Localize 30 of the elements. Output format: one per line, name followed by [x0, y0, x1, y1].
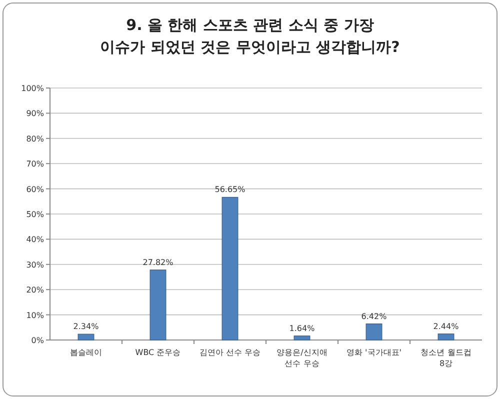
y-tick-label: 30% [26, 260, 44, 270]
y-tick-label: 80% [26, 134, 44, 144]
y-tick-label: 70% [26, 160, 44, 169]
bar [294, 336, 310, 340]
x-tick-label: 영화 '국가대표' [346, 348, 402, 357]
y-tick-label: 40% [26, 235, 44, 244]
bar [366, 324, 382, 340]
x-tick-label: WBC 준우승 [135, 348, 181, 357]
x-tick-label: 양용은/신지애 선수 우승 [276, 348, 328, 368]
y-tick-label: 10% [26, 310, 44, 320]
data-label: 6.42% [361, 312, 388, 321]
y-tick-label: 100% [21, 84, 44, 93]
y-tick-label: 20% [26, 286, 44, 295]
bar [222, 196, 238, 340]
chart-title: 9. 올 한해 스포츠 관련 소식 중 가장 이슈가 되었던 것은 무엇이라고 생각합니까? [100, 16, 400, 56]
bar [438, 334, 454, 340]
x-tick-label: 청소년 월드컵 8강 [420, 348, 472, 368]
data-label: 56.65% [214, 185, 246, 194]
y-tick-label: 50% [26, 210, 44, 219]
y-tick-label: 90% [26, 109, 44, 118]
bar [150, 270, 166, 340]
bar [78, 334, 94, 340]
x-tick-label: 김연아 선수 우승 [199, 348, 261, 357]
data-label: 2.34% [73, 322, 100, 332]
data-label: 1.64% [289, 324, 316, 333]
data-label: 2.44% [433, 322, 460, 331]
y-tick-label: 0% [31, 336, 44, 345]
data-label: 27.82% [142, 258, 174, 267]
x-tick-label: 봅슬레이 [70, 348, 102, 357]
y-tick-label: 60% [26, 184, 44, 194]
